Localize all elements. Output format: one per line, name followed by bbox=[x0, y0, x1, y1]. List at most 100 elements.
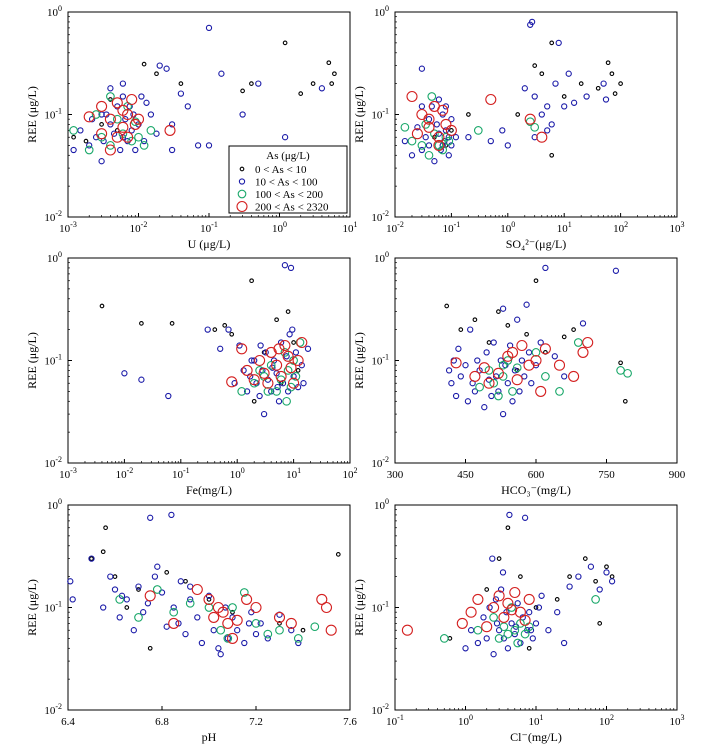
tick-label: 10-2 bbox=[371, 209, 389, 224]
data-point-as-0-10 bbox=[561, 334, 567, 340]
data-point-as-200-2320 bbox=[254, 354, 266, 367]
data-point-as-200-2320 bbox=[126, 93, 138, 106]
data-point-as-0-10 bbox=[597, 621, 603, 626]
data-point-as-10-100 bbox=[241, 639, 248, 647]
data-point-as-200-2320 bbox=[445, 124, 457, 136]
data-point-as-10-100 bbox=[566, 583, 573, 590]
data-point-as-100-200 bbox=[152, 585, 162, 594]
tick-label: 10-1 bbox=[200, 220, 218, 235]
data-point-as-10-100 bbox=[575, 573, 582, 580]
data-point-as-0-10 bbox=[472, 317, 478, 323]
tick-label: 101 bbox=[286, 466, 301, 481]
data-point-as-0-10 bbox=[518, 574, 523, 579]
data-point-as-200-2320 bbox=[104, 144, 116, 156]
data-point-as-200-2320 bbox=[271, 359, 283, 371]
data-point-as-100-200 bbox=[295, 338, 305, 347]
data-point-as-10-100 bbox=[256, 392, 263, 400]
data-point-as-10-100 bbox=[603, 569, 610, 576]
data-point-as-10-100 bbox=[88, 555, 95, 562]
data-point-as-200-2320 bbox=[217, 606, 229, 618]
data-point-as-100-200 bbox=[503, 629, 513, 639]
data-point-as-100-200 bbox=[127, 136, 137, 146]
data-point-as-0-10 bbox=[618, 360, 623, 366]
tick-label: 10-2 bbox=[44, 209, 62, 224]
data-point-as-200-2320 bbox=[117, 121, 129, 133]
data-point-as-200-2320 bbox=[568, 370, 580, 382]
tick-label: 100 bbox=[230, 466, 245, 481]
data-point-as-10-100 bbox=[107, 121, 114, 128]
data-point-as-10-100 bbox=[269, 364, 276, 371]
data-point-as-10-100 bbox=[612, 267, 620, 274]
data-point-as-10-100 bbox=[147, 514, 154, 521]
data-point-as-10-100 bbox=[140, 609, 147, 616]
data-point-as-0-10 bbox=[505, 525, 511, 531]
y-axis-label: REE (μg/L) bbox=[352, 579, 366, 636]
data-point-as-200-2320 bbox=[96, 128, 108, 140]
data-point-as-0-10 bbox=[71, 134, 76, 140]
legend-label: 100 < As < 200 bbox=[255, 189, 324, 201]
data-point-as-200-2320 bbox=[250, 601, 262, 614]
data-point-as-200-2320 bbox=[316, 593, 328, 605]
tick-label: 10-1 bbox=[443, 220, 461, 235]
data-point-as-0-10 bbox=[612, 91, 618, 96]
data-point-as-100-200 bbox=[475, 382, 484, 392]
x-axis-label: SO₄²⁻(μg/L) bbox=[506, 237, 567, 251]
data-point-as-10-100 bbox=[462, 645, 469, 652]
data-point-as-10-100 bbox=[516, 388, 523, 395]
data-point-as-10-100 bbox=[304, 345, 312, 352]
data-point-as-0-10 bbox=[609, 71, 615, 77]
data-point-as-10-100 bbox=[537, 339, 544, 346]
data-point-as-0-10 bbox=[230, 609, 235, 615]
data-point-as-10-100 bbox=[499, 410, 507, 418]
data-point-as-200-2320 bbox=[208, 611, 220, 623]
legend-marker bbox=[236, 200, 248, 213]
data-point-as-10-100 bbox=[123, 596, 130, 603]
data-point-as-10-100 bbox=[243, 388, 251, 395]
data-point-as-200-2320 bbox=[437, 104, 449, 116]
data-point-as-0-10 bbox=[561, 94, 567, 99]
data-point-as-10-100 bbox=[168, 146, 176, 154]
data-point-as-10-100 bbox=[474, 357, 481, 364]
data-point-as-10-100 bbox=[535, 604, 543, 611]
data-point-as-100-200 bbox=[139, 141, 149, 150]
data-point-as-0-10 bbox=[515, 112, 521, 117]
tick-label: 10-1 bbox=[44, 353, 62, 368]
data-point-as-10-100 bbox=[525, 349, 533, 356]
data-point-as-0-10 bbox=[251, 398, 257, 404]
data-point-as-10-100 bbox=[69, 596, 76, 603]
tick-label: 100 bbox=[47, 250, 62, 265]
data-point-as-100-200 bbox=[510, 625, 520, 635]
tick-label: 10-1 bbox=[371, 600, 389, 615]
data-point-as-10-100 bbox=[184, 103, 191, 110]
tick-label: 10-2 bbox=[130, 220, 148, 235]
data-point-as-0-10 bbox=[277, 621, 282, 626]
data-point-as-10-100 bbox=[88, 116, 96, 123]
data-point-as-10-100 bbox=[489, 555, 496, 562]
tick-label: 100 bbox=[47, 497, 62, 512]
data-point-as-0-10 bbox=[326, 60, 332, 66]
data-point-as-10-100 bbox=[514, 600, 521, 607]
tick-label: 102 bbox=[613, 220, 628, 235]
data-point-as-10-100 bbox=[107, 85, 114, 92]
data-point-as-200-2320 bbox=[258, 367, 270, 379]
data-point-as-200-2320 bbox=[226, 632, 239, 644]
tick-label: 100 bbox=[500, 220, 515, 235]
data-point-as-0-10 bbox=[310, 81, 316, 86]
data-point-as-10-100 bbox=[140, 137, 148, 145]
data-point-as-0-10 bbox=[178, 81, 184, 86]
data-point-as-10-100 bbox=[487, 137, 494, 145]
data-point-as-10-100 bbox=[518, 357, 526, 364]
data-point-as-10-100 bbox=[408, 152, 416, 159]
data-point-as-10-100 bbox=[493, 620, 501, 627]
data-point-as-0-10 bbox=[212, 327, 218, 332]
data-point-as-200-2320 bbox=[523, 593, 535, 605]
data-point-as-10-100 bbox=[452, 392, 460, 400]
y-axis-label: REE (μg/L) bbox=[352, 332, 366, 389]
data-point-as-10-100 bbox=[492, 373, 500, 380]
data-point-as-0-10 bbox=[533, 278, 539, 284]
panel-fe: 10-3 10-2 10-1 100 101 10210-210-1100Fe(mg/L)… bbox=[25, 250, 358, 497]
data-point-as-10-100 bbox=[488, 392, 495, 400]
data-point-as-200-2320 bbox=[433, 131, 445, 143]
data-point-as-200-2320 bbox=[275, 370, 287, 382]
data-point-as-10-100 bbox=[602, 96, 610, 103]
